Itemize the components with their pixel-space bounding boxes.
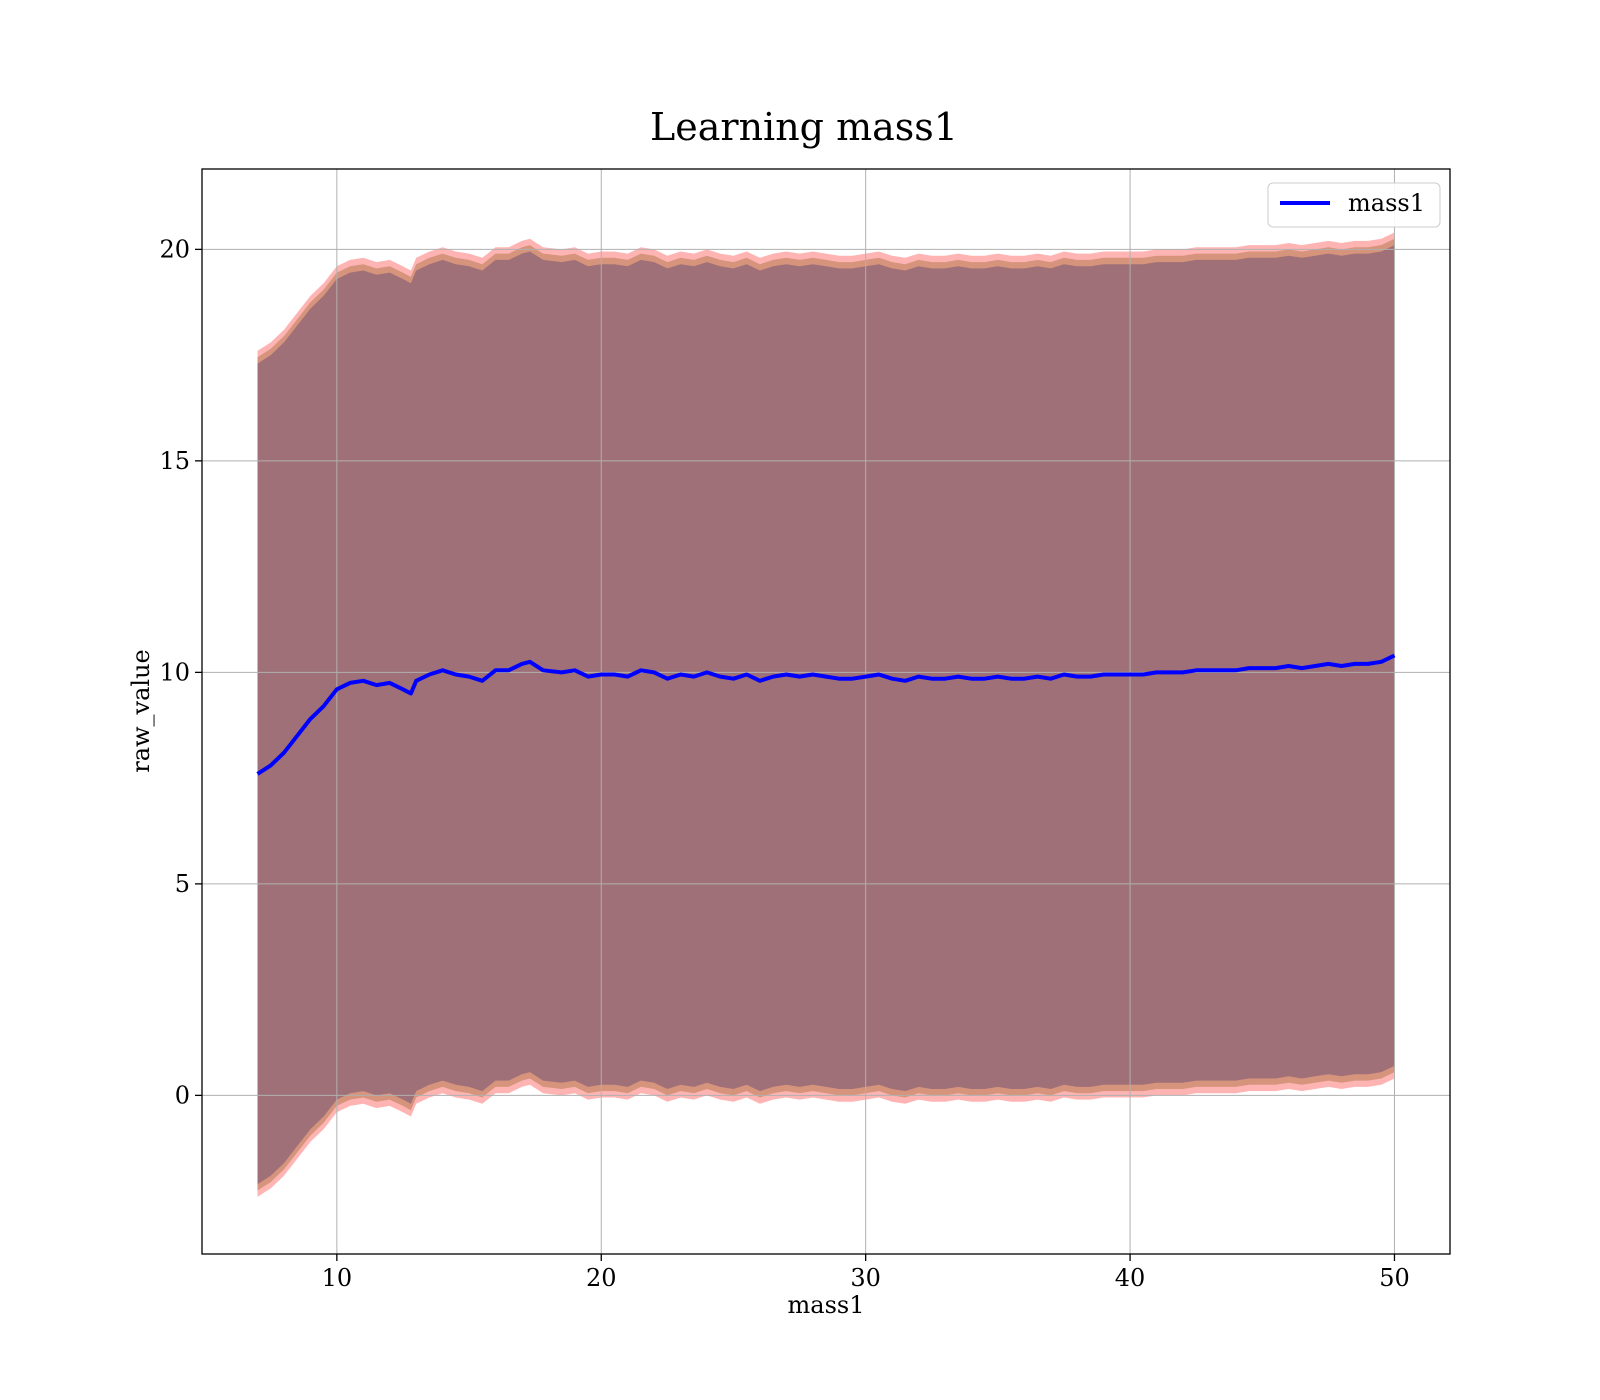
x-tick-label: 30 (850, 1264, 881, 1292)
legend-box (1267, 182, 1441, 228)
x-axis-label: mass1 (788, 1291, 865, 1319)
y-axis-label: raw_value (127, 649, 155, 773)
series-lines (256, 653, 1396, 776)
confidence-bands (257, 232, 1395, 1197)
y-tick-label: 15 (159, 447, 190, 475)
legend-label: mass1 (1348, 189, 1425, 217)
x-axis-ticks: 10 20 30 40 50 (322, 1254, 1410, 1292)
x-tick-label: 40 (1115, 1264, 1146, 1292)
y-tick-label: 10 (159, 658, 190, 686)
axes-frame (201, 168, 1451, 1255)
y-axis-ticks: 0 5 10 15 20 (159, 235, 202, 1109)
x-tick-label: 50 (1379, 1264, 1410, 1292)
y-tick-label: 20 (159, 235, 190, 263)
y-tick-label: 5 (175, 870, 190, 898)
series-line-mass1 (256, 653, 1396, 776)
grid-lines (202, 169, 1450, 1254)
legend: mass1 (1267, 182, 1441, 228)
confidence-band-3 (257, 245, 1395, 1185)
x-tick-label: 10 (322, 1264, 353, 1292)
chart-title: Learning mass1 (650, 105, 958, 149)
x-tick-label: 20 (586, 1264, 617, 1292)
y-tick-label: 0 (175, 1081, 190, 1109)
